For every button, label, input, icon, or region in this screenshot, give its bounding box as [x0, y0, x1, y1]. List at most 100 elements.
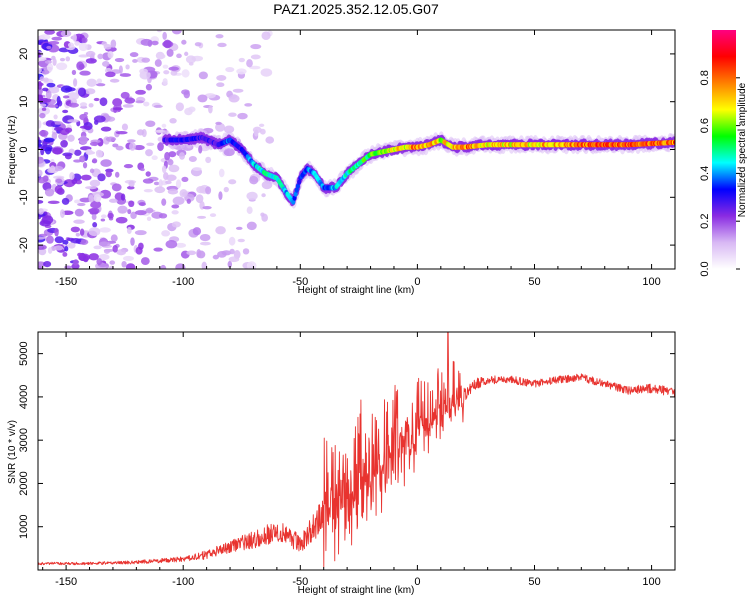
spectrogram-noise-blob [181, 39, 187, 45]
spectrogram-noise-blob [194, 42, 202, 47]
spectrogram-noise-blob [217, 251, 227, 258]
spectrogram-noise-blob [93, 194, 102, 203]
snr-x-tick-label: -150 [55, 576, 77, 588]
spectrogram-noise-blob [156, 30, 162, 33]
spectrogram-noise-blob [153, 181, 160, 186]
spectrogram-noise-blob [98, 241, 111, 247]
spectrogram-noise-blob [39, 112, 46, 119]
spectrogram-noise-blob [62, 252, 68, 257]
spectrogram-noise-blob [47, 247, 53, 254]
spectrogram-noise-blob [188, 156, 197, 162]
spectrogram-noise-blob [186, 198, 191, 204]
spectrogram-noise-blob [171, 30, 182, 35]
spectrogram-noise-blob [79, 102, 88, 107]
spectrogram-noise-blob [88, 227, 101, 237]
spectrogram-noise-blob [223, 186, 229, 193]
snr-frame [37, 331, 676, 571]
spectrogram-noise-blob [192, 167, 202, 171]
spectrogram-noise-blob [79, 228, 85, 236]
spectrogram-noise-blob [188, 62, 194, 66]
spectrogram-noise-blob [162, 78, 168, 85]
spectrogram-noise-blob [175, 102, 184, 112]
spectrogram-noise-blob [236, 68, 247, 75]
spectrogram-noise-blob [129, 142, 136, 151]
spectrogram-noise-blob [143, 101, 150, 107]
spectrogram-noise-blob [167, 159, 174, 166]
spectrogram-noise-blob [53, 165, 64, 172]
spectrogram-noise-blob [128, 200, 135, 208]
spectrogram-noise-blob [38, 208, 44, 215]
spectrogram-noise-blob [93, 245, 102, 250]
spectrogram-noise-blob [66, 237, 75, 242]
spectrogram-noise-blob [74, 208, 84, 217]
spectrogram-noise-blob [154, 186, 166, 194]
spectrogram-noise-blob [38, 265, 43, 269]
spectrogram-noise-blob [100, 218, 106, 222]
spectrogram-noise-blob [64, 265, 72, 269]
spectrogram-noise-blob [171, 210, 179, 215]
spectrogram-noise-blob [54, 227, 59, 237]
spectrogram-noise-blob [165, 180, 172, 185]
spectrogram-noise-blob [64, 154, 72, 160]
spectrogram-noise-blob [115, 130, 128, 135]
spectrogram-noise-blob [62, 109, 69, 114]
spectrogram-noise-blob [250, 43, 262, 50]
snr-x-tick-label: 100 [642, 576, 660, 588]
spectrogram-noise-blob [97, 53, 104, 60]
snr-x-ticks: -150 -100 -50 0 50 100 [42, 332, 676, 588]
spectrogram-noise-blob [199, 241, 211, 246]
spectrogram-noise-blob [46, 45, 52, 50]
colorbar-tick-label: 0.0 [699, 261, 711, 276]
spectrogram-noise-blob [100, 214, 107, 219]
spectrogram-noise-blob [78, 64, 85, 70]
spectrogram-noise-blob [167, 188, 179, 195]
spectrogram-noise-blob [165, 174, 177, 181]
spectrogram-noise-blob [212, 254, 220, 260]
spectrogram-noise-blob [229, 248, 235, 255]
colorbar-ticks: 0.0 0.2 0.4 0.6 0.8 [699, 70, 740, 277]
spectrogram-noise-blob [225, 66, 235, 73]
spectrogram-noise-blob [71, 69, 77, 76]
spectrogram-noise-blob [54, 185, 63, 194]
spectrogram-noise-blob [132, 59, 138, 63]
spectrogram-noise-blob [121, 123, 129, 131]
spectrogram-noise-blob [228, 112, 237, 117]
spectrogram-noise-blob [96, 83, 106, 87]
spectrogram-noise-blob [119, 73, 132, 77]
spectrogram-noise-blob [171, 221, 181, 228]
spectrogram-noise-blob [115, 216, 128, 224]
spectrogram-noise-blob [261, 31, 271, 40]
spectrogram-noise-blob [265, 136, 275, 144]
spectrogram-noise-blob [38, 67, 42, 74]
spectrogram-noise-blob [88, 194, 94, 203]
spectrogram-noise-blob [46, 104, 59, 108]
spectrogram-noise-blob [67, 119, 80, 123]
spectrogram-noise-blob [140, 257, 150, 266]
spectrogram-noise-blob [79, 135, 88, 145]
spectrogram-noise-blob [223, 125, 235, 134]
spectrogram-noise-blob [153, 247, 163, 252]
spectrogram-noise-blob [175, 179, 182, 189]
spectrogram-noise-blob [62, 95, 70, 99]
spectrogram-noise-blob [215, 34, 224, 39]
spectrogram-noise-blob [242, 248, 250, 255]
spectrogram-noise-blob [261, 193, 266, 198]
spectrogram-noise-blob [143, 188, 153, 193]
spectrogram-noise-blob [98, 253, 110, 261]
spectrogram-noise-blob [91, 213, 97, 221]
spectrogram-noise-blob [81, 37, 88, 44]
spectrogram-noise-blob [40, 103, 47, 107]
spectrogram-noise-blob [122, 104, 134, 108]
spectrogram-noise-blob [46, 82, 56, 88]
spectrogram-noise-blob [163, 70, 170, 75]
spectrogram-noise-blob [114, 57, 125, 63]
spectrogram-noise-blob [68, 102, 79, 108]
spectrogram-noise-blob [117, 205, 128, 214]
spectrogram-noise-blob [38, 236, 46, 240]
spectrogram-noise-blob [47, 200, 60, 204]
spectrogram-y-tick-label: 10 [18, 96, 30, 108]
spectrogram-noise-blob [198, 71, 208, 80]
spectrogram-noise-blob [77, 87, 87, 97]
spectrogram-x-tick-label: -100 [172, 276, 194, 288]
